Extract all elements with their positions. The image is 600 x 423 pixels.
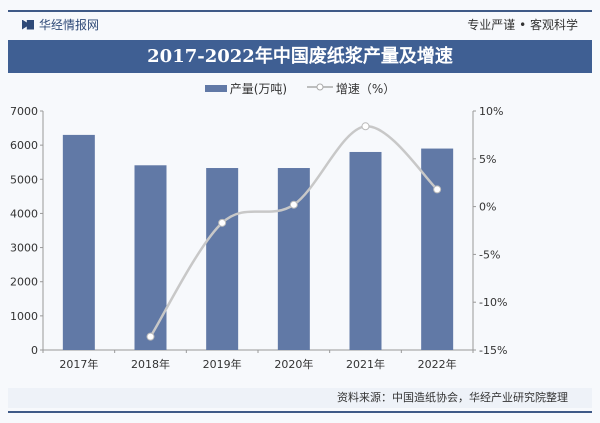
left-tick-label: 2000 [10,276,38,289]
x-tick-label: 2017年 [59,357,98,371]
x-tick-label: 2018年 [131,357,170,371]
growth-point [218,218,227,227]
legend-bar-swatch [204,85,227,92]
x-tick-label: 2021年 [346,357,385,371]
top-divider [8,10,592,12]
slogan: 专业严谨 • 客观科学 [467,18,578,32]
right-tick-label: 0% [479,201,496,214]
left-tick-label: 0 [31,344,38,357]
legend: 产量(万吨) 增速（%） [0,80,600,97]
source-note: 资料来源：中国造纸协会，华经产业研究院整理 [8,388,592,408]
growth-point [146,332,155,341]
left-tick-label: 6000 [10,139,38,152]
right-tick-label: -5% [479,248,500,261]
bottom-divider [8,411,592,413]
legend-line-swatch [306,83,333,91]
left-tick-label: 5000 [10,173,38,186]
growth-point [289,200,298,209]
right-tick-label: 5% [479,153,496,166]
left-tick-label: 7000 [10,105,38,118]
left-tick-label: 4000 [10,207,38,220]
brand: 华经情报网 [22,16,99,33]
bar-2019年 [206,168,239,350]
growth-point [361,122,370,131]
logo-icon [22,19,34,30]
x-tick-label: 2022年 [418,357,457,371]
right-tick-label: 10% [479,105,503,118]
brand-name: 华经情报网 [39,18,100,32]
x-tick-label: 2020年 [274,357,313,371]
bar-2017年 [62,134,95,350]
bar-2021年 [349,151,382,350]
bar-2020年 [277,168,310,350]
right-tick-label: -15% [479,344,507,357]
bar-2022年 [421,148,454,350]
legend-bar-label: 产量(万吨) [229,82,288,96]
left-tick-label: 3000 [10,242,38,255]
chart-title: 2017-2022年中国废纸浆产量及增速 [8,40,592,73]
x-tick-label: 2019年 [203,357,242,371]
right-tick-label: -10% [479,296,507,309]
bar-2018年 [134,165,167,350]
legend-line-label: 增速（%） [335,82,396,96]
growth-point [433,185,442,194]
left-tick-label: 1000 [10,310,38,323]
